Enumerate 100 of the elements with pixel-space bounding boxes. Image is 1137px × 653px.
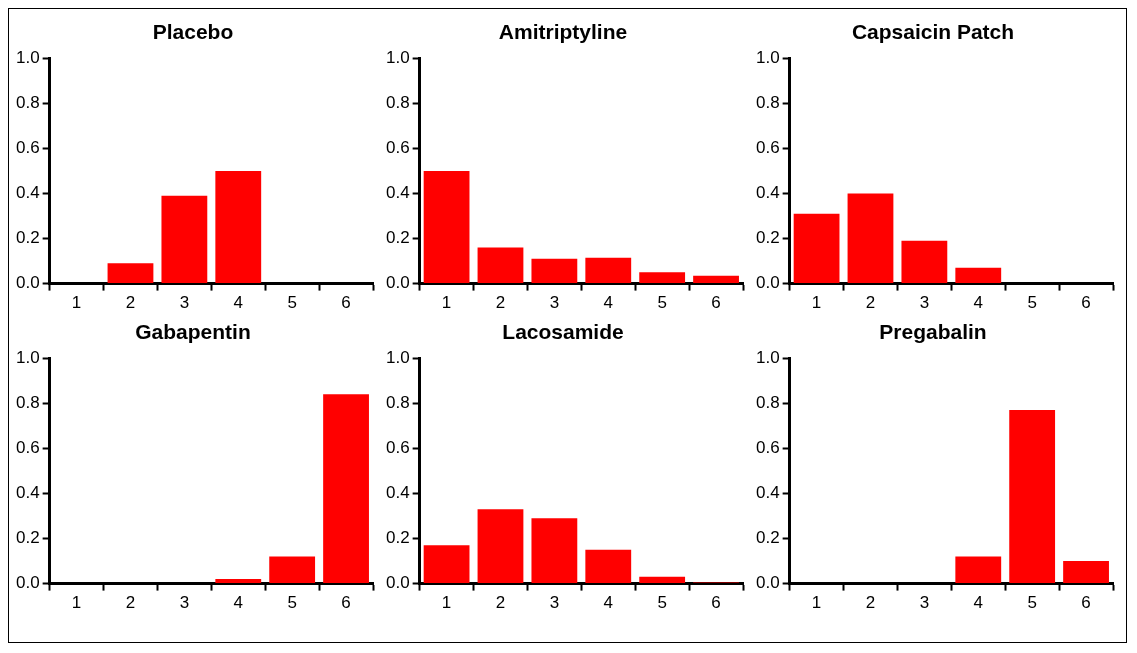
x-tick-label: 1 [811,593,822,613]
x-tick-label: 2 [495,593,506,613]
y-tick-label: 0.4 [385,483,410,503]
x-tick-label: 4 [603,593,613,613]
x-tick-label: 3 [179,593,190,613]
y-tick-label: 0.2 [755,228,780,248]
y-tick-label: 0.2 [15,228,40,248]
x-tick-label: 1 [811,293,822,313]
x-tick-label: 4 [973,593,983,613]
y-tick-label: 0.0 [15,273,40,293]
y-tick-label: 1.0 [385,47,410,67]
bar [901,240,948,284]
y-tick-label: 0.8 [755,92,780,112]
x-tick-label: 5 [657,293,667,313]
x-tick-label: 5 [1027,593,1037,613]
bar [585,257,632,284]
y-tick-label: 0.6 [385,138,410,158]
x-tick-label: 3 [549,593,560,613]
bar [955,267,1002,284]
bar [955,556,1002,584]
bar [585,549,632,584]
y-tick-label: 0.6 [755,138,780,158]
x-tick-label: 1 [441,593,452,613]
bar [477,247,524,284]
bar [423,545,470,584]
x-tick-label: 5 [287,293,297,313]
bar [477,509,524,584]
bar [639,576,686,584]
y-tick-label: 0.4 [385,183,410,203]
y-tick-label: 0.0 [385,573,410,593]
x-tick-label: 3 [919,293,930,313]
x-tick-label: 2 [125,593,136,613]
y-tick-label: 0.8 [385,392,410,412]
bar [215,579,262,584]
x-tick-label: 3 [919,593,930,613]
y-tick-label: 0.4 [755,483,780,503]
y-tick-label: 1.0 [15,347,40,367]
bar [639,272,686,284]
x-tick-label: 6 [1081,593,1091,613]
y-tick-label: 0.6 [385,438,410,458]
bar [1063,561,1109,584]
x-tick-label: 4 [603,293,613,313]
y-tick-label: 0.6 [755,438,780,458]
chart-title: Amitriptyline [498,20,628,44]
x-tick-label: 4 [973,293,983,313]
y-tick-label: 1.0 [755,347,780,367]
x-tick-label: 6 [341,293,351,313]
chart-title: Capsaicin Patch [851,20,1015,44]
x-tick-label: 1 [441,293,452,313]
y-tick-label: 0.8 [755,392,780,412]
x-tick-label: 2 [125,293,136,313]
x-tick-label: 6 [1081,293,1091,313]
y-tick-label: 1.0 [755,47,780,67]
y-tick-label: 0.8 [15,92,40,112]
y-tick-label: 0.6 [15,438,40,458]
bar [793,213,840,284]
x-tick-label: 2 [865,293,876,313]
y-tick-label: 0.8 [385,92,410,112]
x-tick-label: 1 [71,593,82,613]
x-tick-label: 4 [233,293,243,313]
bar [693,275,739,284]
x-tick-label: 1 [71,293,82,313]
y-tick-label: 0.4 [15,483,40,503]
y-tick-label: 1.0 [15,47,40,67]
y-tick-label: 1.0 [385,347,410,367]
bar [423,170,470,284]
y-tick-label: 0.4 [15,183,40,203]
y-tick-label: 0.6 [15,138,40,158]
x-tick-label: 3 [549,293,560,313]
bar [215,170,262,284]
y-tick-label: 0.0 [385,273,410,293]
y-tick-label: 0.4 [755,183,780,203]
y-tick-label: 0.2 [385,228,410,248]
bar [161,195,208,284]
bar [531,518,578,584]
x-tick-label: 4 [233,593,243,613]
y-tick-label: 0.0 [15,573,40,593]
bar [269,556,316,584]
chart-title: Gabapentin [135,320,251,344]
bar [1009,410,1056,584]
y-tick-label: 0.0 [755,273,780,293]
x-tick-label: 2 [865,593,876,613]
y-tick-label: 0.2 [755,528,780,548]
x-tick-label: 5 [1027,293,1037,313]
y-tick-label: 0.0 [755,573,780,593]
chart-title: Pregabalin [879,320,987,344]
x-tick-label: 5 [287,593,297,613]
chart-title: Placebo [152,20,234,44]
x-tick-label: 3 [179,293,190,313]
bar [107,263,154,284]
x-tick-label: 2 [495,293,506,313]
bar [323,394,369,584]
x-tick-label: 5 [657,593,667,613]
bar [847,193,894,284]
y-tick-label: 0.8 [15,392,40,412]
y-tick-label: 0.2 [15,528,40,548]
x-tick-label: 6 [711,293,721,313]
x-tick-label: 6 [341,593,351,613]
chart-title: Lacosamide [502,320,624,344]
y-tick-label: 0.2 [385,528,410,548]
